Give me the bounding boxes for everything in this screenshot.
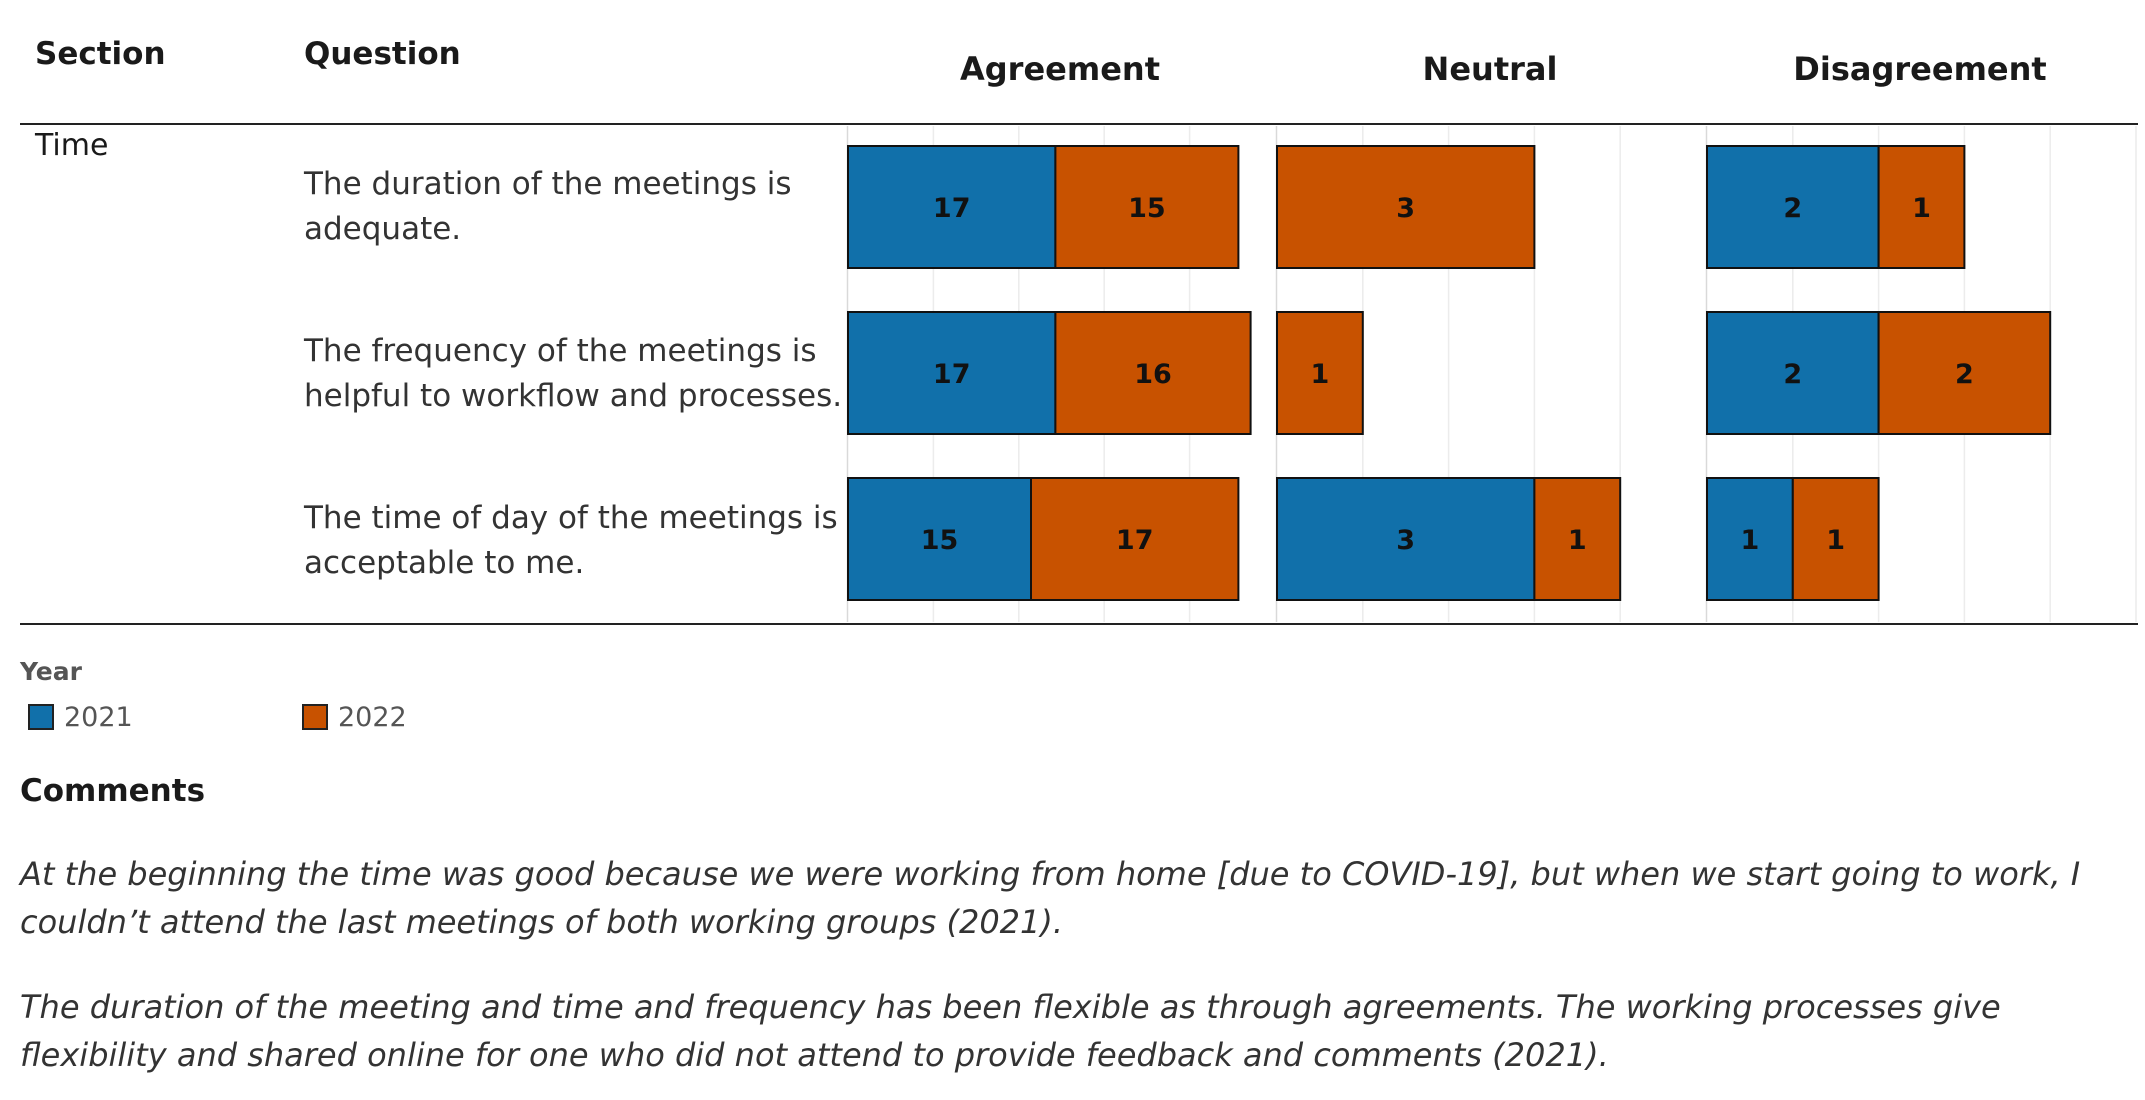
bar-segment-2021 [1276,477,1536,601]
legend-swatch-2022 [302,704,328,730]
comment-text: The duration of the meeting and time and… [20,988,2001,1074]
bar-segment-2021 [1706,311,1880,435]
stacked-bar-chart: 171517161517030131212211 [846,126,2137,622]
bar-segment-2022 [1877,145,1966,269]
bar-segment-2022 [1533,477,1622,601]
bar-segment-2022 [1030,477,1240,601]
question-label: The duration of the meetings is adequate… [304,166,792,247]
question-label: The time of day of the meetings is accep… [304,500,838,581]
legend-title: Year [20,657,82,686]
data-label: 2 [1783,359,1802,390]
section-header: Section [35,36,166,72]
table-bottom-rule [20,623,2138,625]
bar-segment-2021 [1706,477,1794,601]
table-top-rule [20,123,2138,125]
question-label: The frequency of the meetings is helpful… [304,333,843,414]
legend-item: 2021 [28,700,133,734]
bar-segment-2022 [1276,311,1364,435]
data-label: 1 [1311,359,1330,390]
bar-segment-2021 [847,311,1057,435]
bar-segment-2021 [847,477,1032,601]
bar-segment-2022 [1877,311,2052,435]
section-label: Time [35,128,109,163]
data-label: 1 [1912,193,1931,224]
data-label: 15 [921,525,959,556]
question-header: Question [304,36,461,72]
panel-header-disagreement: Disagreement [1793,50,2047,88]
data-label: 3 [1396,525,1415,556]
bar-segment-2021 [847,145,1057,269]
bar-segment-2022 [1276,145,1536,269]
panel-header-neutral: Neutral [1422,50,1558,88]
data-label: 16 [1134,359,1172,390]
panel-header-agreement: Agreement [960,50,1160,88]
data-label: 2 [1783,193,1802,224]
data-label: 17 [933,193,971,224]
data-label: 17 [1116,525,1154,556]
data-label: 1 [1568,525,1587,556]
data-label: 15 [1128,193,1166,224]
legend-label: 2021 [64,701,133,733]
data-label: 3 [1396,193,1415,224]
legend-swatch-2021 [28,704,54,730]
data-label: 1 [1741,525,1760,556]
legend-item: 2022 [302,700,407,734]
data-label: 2 [1955,359,1974,390]
comments-title: Comments [20,773,206,809]
bar-segment-2022 [1054,311,1252,435]
data-label: 17 [933,359,971,390]
bar-segment-2022 [1791,477,1880,601]
bar-segment-2022 [1054,145,1240,269]
data-label: 1 [1826,525,1845,556]
comment-text: At the beginning the time was good becau… [20,855,2081,941]
legend-label: 2022 [338,701,407,733]
